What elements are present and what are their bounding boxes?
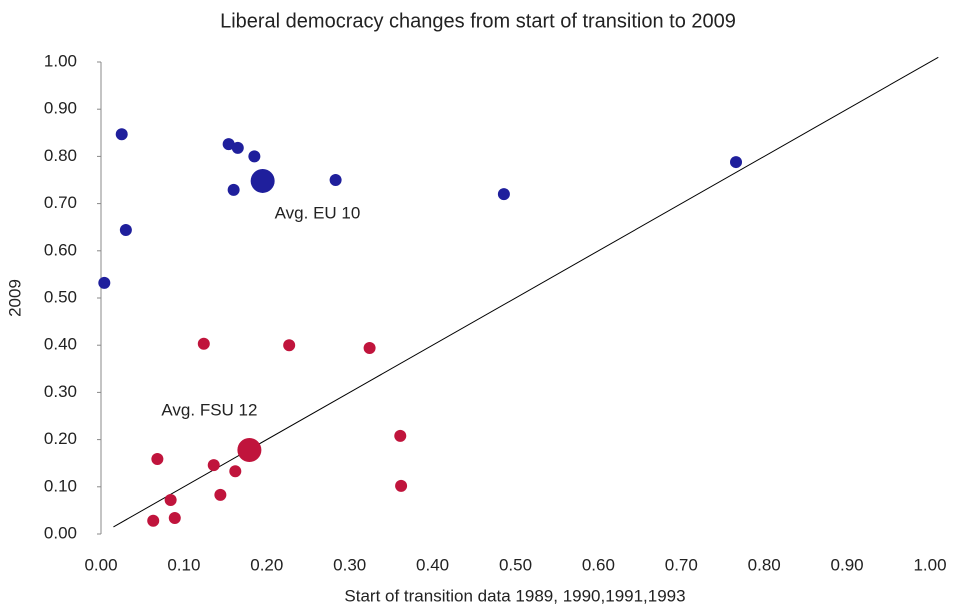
y-tick-label: 0.30	[44, 382, 77, 401]
y-tick-label: 0.70	[44, 193, 77, 212]
point	[119, 224, 132, 237]
x-tick-label: 0.10	[167, 555, 200, 574]
x-tick-label: 0.30	[333, 555, 366, 574]
point	[222, 138, 235, 151]
y-tick-label: 0.10	[44, 476, 77, 495]
y-axis-label: 2009	[5, 279, 24, 317]
y-tick-label: 0.80	[44, 146, 77, 165]
point	[730, 156, 743, 169]
y-tick-label: 0.00	[44, 523, 77, 542]
reference-line	[113, 56, 939, 528]
y-tick-label: 0.50	[44, 287, 77, 306]
point	[115, 128, 128, 141]
y-tick-label: 0.20	[44, 429, 77, 448]
y-tick-label: 1.00	[44, 51, 77, 70]
y-tick-label: 0.40	[44, 335, 77, 354]
point	[237, 437, 262, 462]
y-tick-label: 0.60	[44, 240, 77, 259]
point	[98, 276, 111, 289]
point	[227, 183, 240, 196]
point	[329, 174, 342, 186]
point	[394, 429, 407, 442]
point	[147, 514, 160, 527]
point	[214, 488, 227, 501]
point	[231, 141, 244, 154]
point	[197, 337, 210, 350]
point	[395, 479, 408, 492]
x-tick-label: 0.40	[416, 555, 449, 574]
x-axis-label: Start of transition data 1989, 1990,1991…	[344, 586, 685, 605]
point	[164, 494, 177, 507]
annotation: Avg. FSU 12	[161, 400, 257, 419]
x-tick-label: 0.70	[665, 555, 698, 574]
chart-title: Liberal democracy changes from start of …	[220, 10, 736, 32]
point	[250, 168, 275, 193]
x-tick-label: 0.60	[582, 555, 615, 574]
point	[248, 150, 261, 163]
x-tick-label: 0.00	[84, 555, 117, 574]
point	[363, 342, 376, 355]
point	[168, 511, 181, 524]
point	[283, 339, 296, 352]
point	[151, 452, 164, 465]
point	[207, 459, 220, 472]
annotation: Avg. EU 10	[275, 203, 361, 222]
x-tick-label: 0.20	[250, 555, 283, 574]
point	[497, 188, 510, 201]
x-tick-label: 0.80	[748, 555, 781, 574]
point	[229, 465, 242, 478]
x-tick-label: 0.90	[831, 555, 864, 574]
x-tick-label: 0.50	[499, 555, 532, 574]
y-tick-label: 0.90	[44, 99, 77, 118]
x-tick-label: 1.00	[913, 555, 946, 574]
